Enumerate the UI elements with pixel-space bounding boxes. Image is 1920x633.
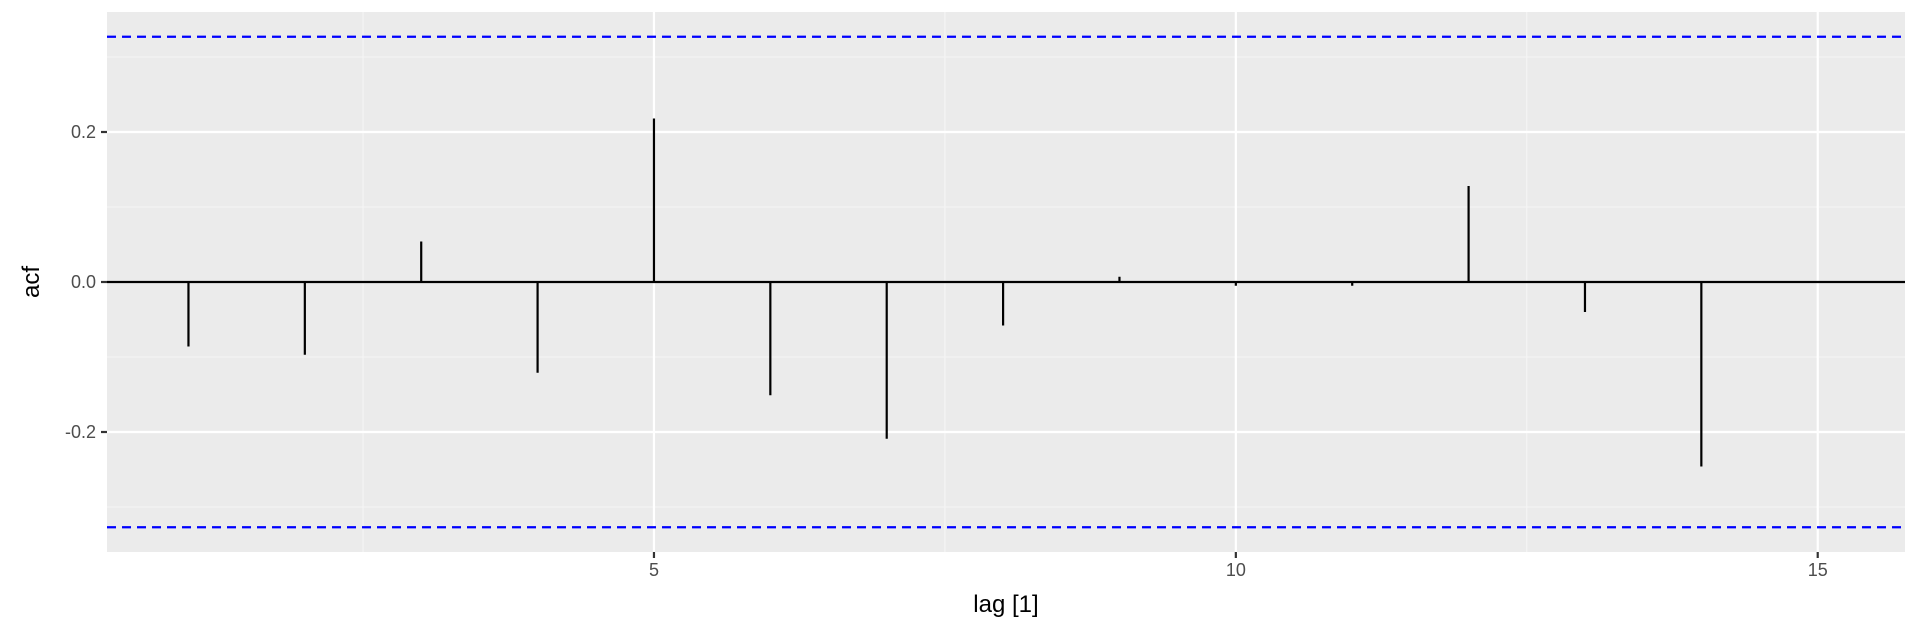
acf-bars: [107, 118, 1905, 467]
x-tick-label: 5: [649, 560, 659, 580]
y-axis-title: acf: [18, 266, 45, 298]
y-tick-label: -0.2: [65, 422, 96, 442]
x-tick-label: 15: [1808, 560, 1828, 580]
y-tick-label: 0.0: [71, 272, 96, 292]
x-axis-title: lag [1]: [973, 591, 1038, 618]
axis-ticks: -0.2 0.0 0.2 5 10 15: [65, 122, 1828, 580]
x-tick-label: 10: [1226, 560, 1246, 580]
y-tick-label: 0.2: [71, 122, 96, 142]
